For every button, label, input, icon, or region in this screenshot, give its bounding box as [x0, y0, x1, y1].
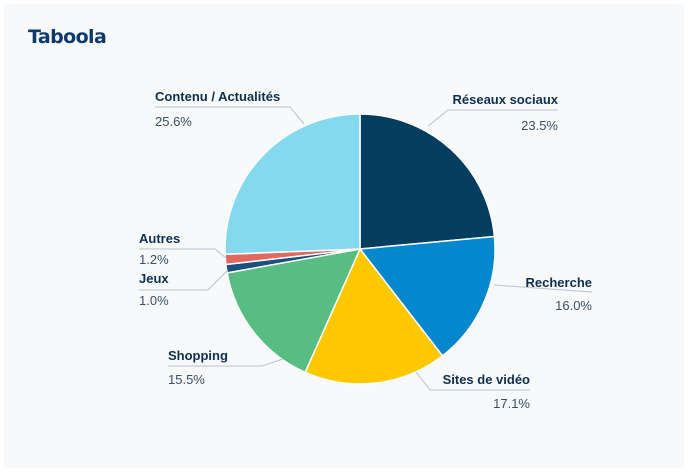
slice-label-4: Jeux — [139, 271, 169, 286]
slice-value-4: 1.0% — [139, 293, 169, 308]
pie-slices — [224, 113, 496, 385]
pie-slice-1 — [359, 235, 496, 357]
leader-line-3 — [168, 358, 284, 367]
taboola-logo: Taboola — [28, 26, 107, 48]
slice-value-0: 23.5% — [521, 118, 558, 133]
leader-line-5 — [139, 248, 227, 259]
leader-line-1 — [493, 284, 593, 293]
slice-value-1: 16.0% — [555, 298, 592, 313]
leader-line-6 — [155, 106, 305, 125]
slice-value-3: 15.5% — [168, 372, 205, 387]
slice-label-6: Contenu / Actualités — [155, 89, 280, 104]
slice-label-1: Recherche — [526, 275, 592, 290]
leader-line-4 — [139, 270, 228, 291]
pie-slice-6 — [224, 113, 361, 256]
slice-value-6: 25.6% — [155, 114, 192, 129]
pie-slice-0 — [359, 113, 496, 250]
slice-value-5: 1.2% — [139, 252, 169, 267]
leader-line-0 — [427, 109, 558, 127]
slice-label-3: Shopping — [168, 348, 228, 363]
slice-labels: Réseaux sociaux 23.5% Recherche 16.0% Sites … — [139, 89, 592, 411]
slice-value-2: 17.1% — [493, 396, 530, 411]
leader-line-2 — [415, 371, 530, 391]
pie-slice-3 — [226, 248, 361, 374]
slice-label-0: Réseaux sociaux — [452, 92, 558, 107]
slice-label-5: Autres — [139, 231, 180, 246]
leader-lines — [139, 106, 593, 391]
slice-label-2: Sites de vidéo — [443, 372, 530, 387]
pie-slice-2 — [304, 248, 444, 385]
